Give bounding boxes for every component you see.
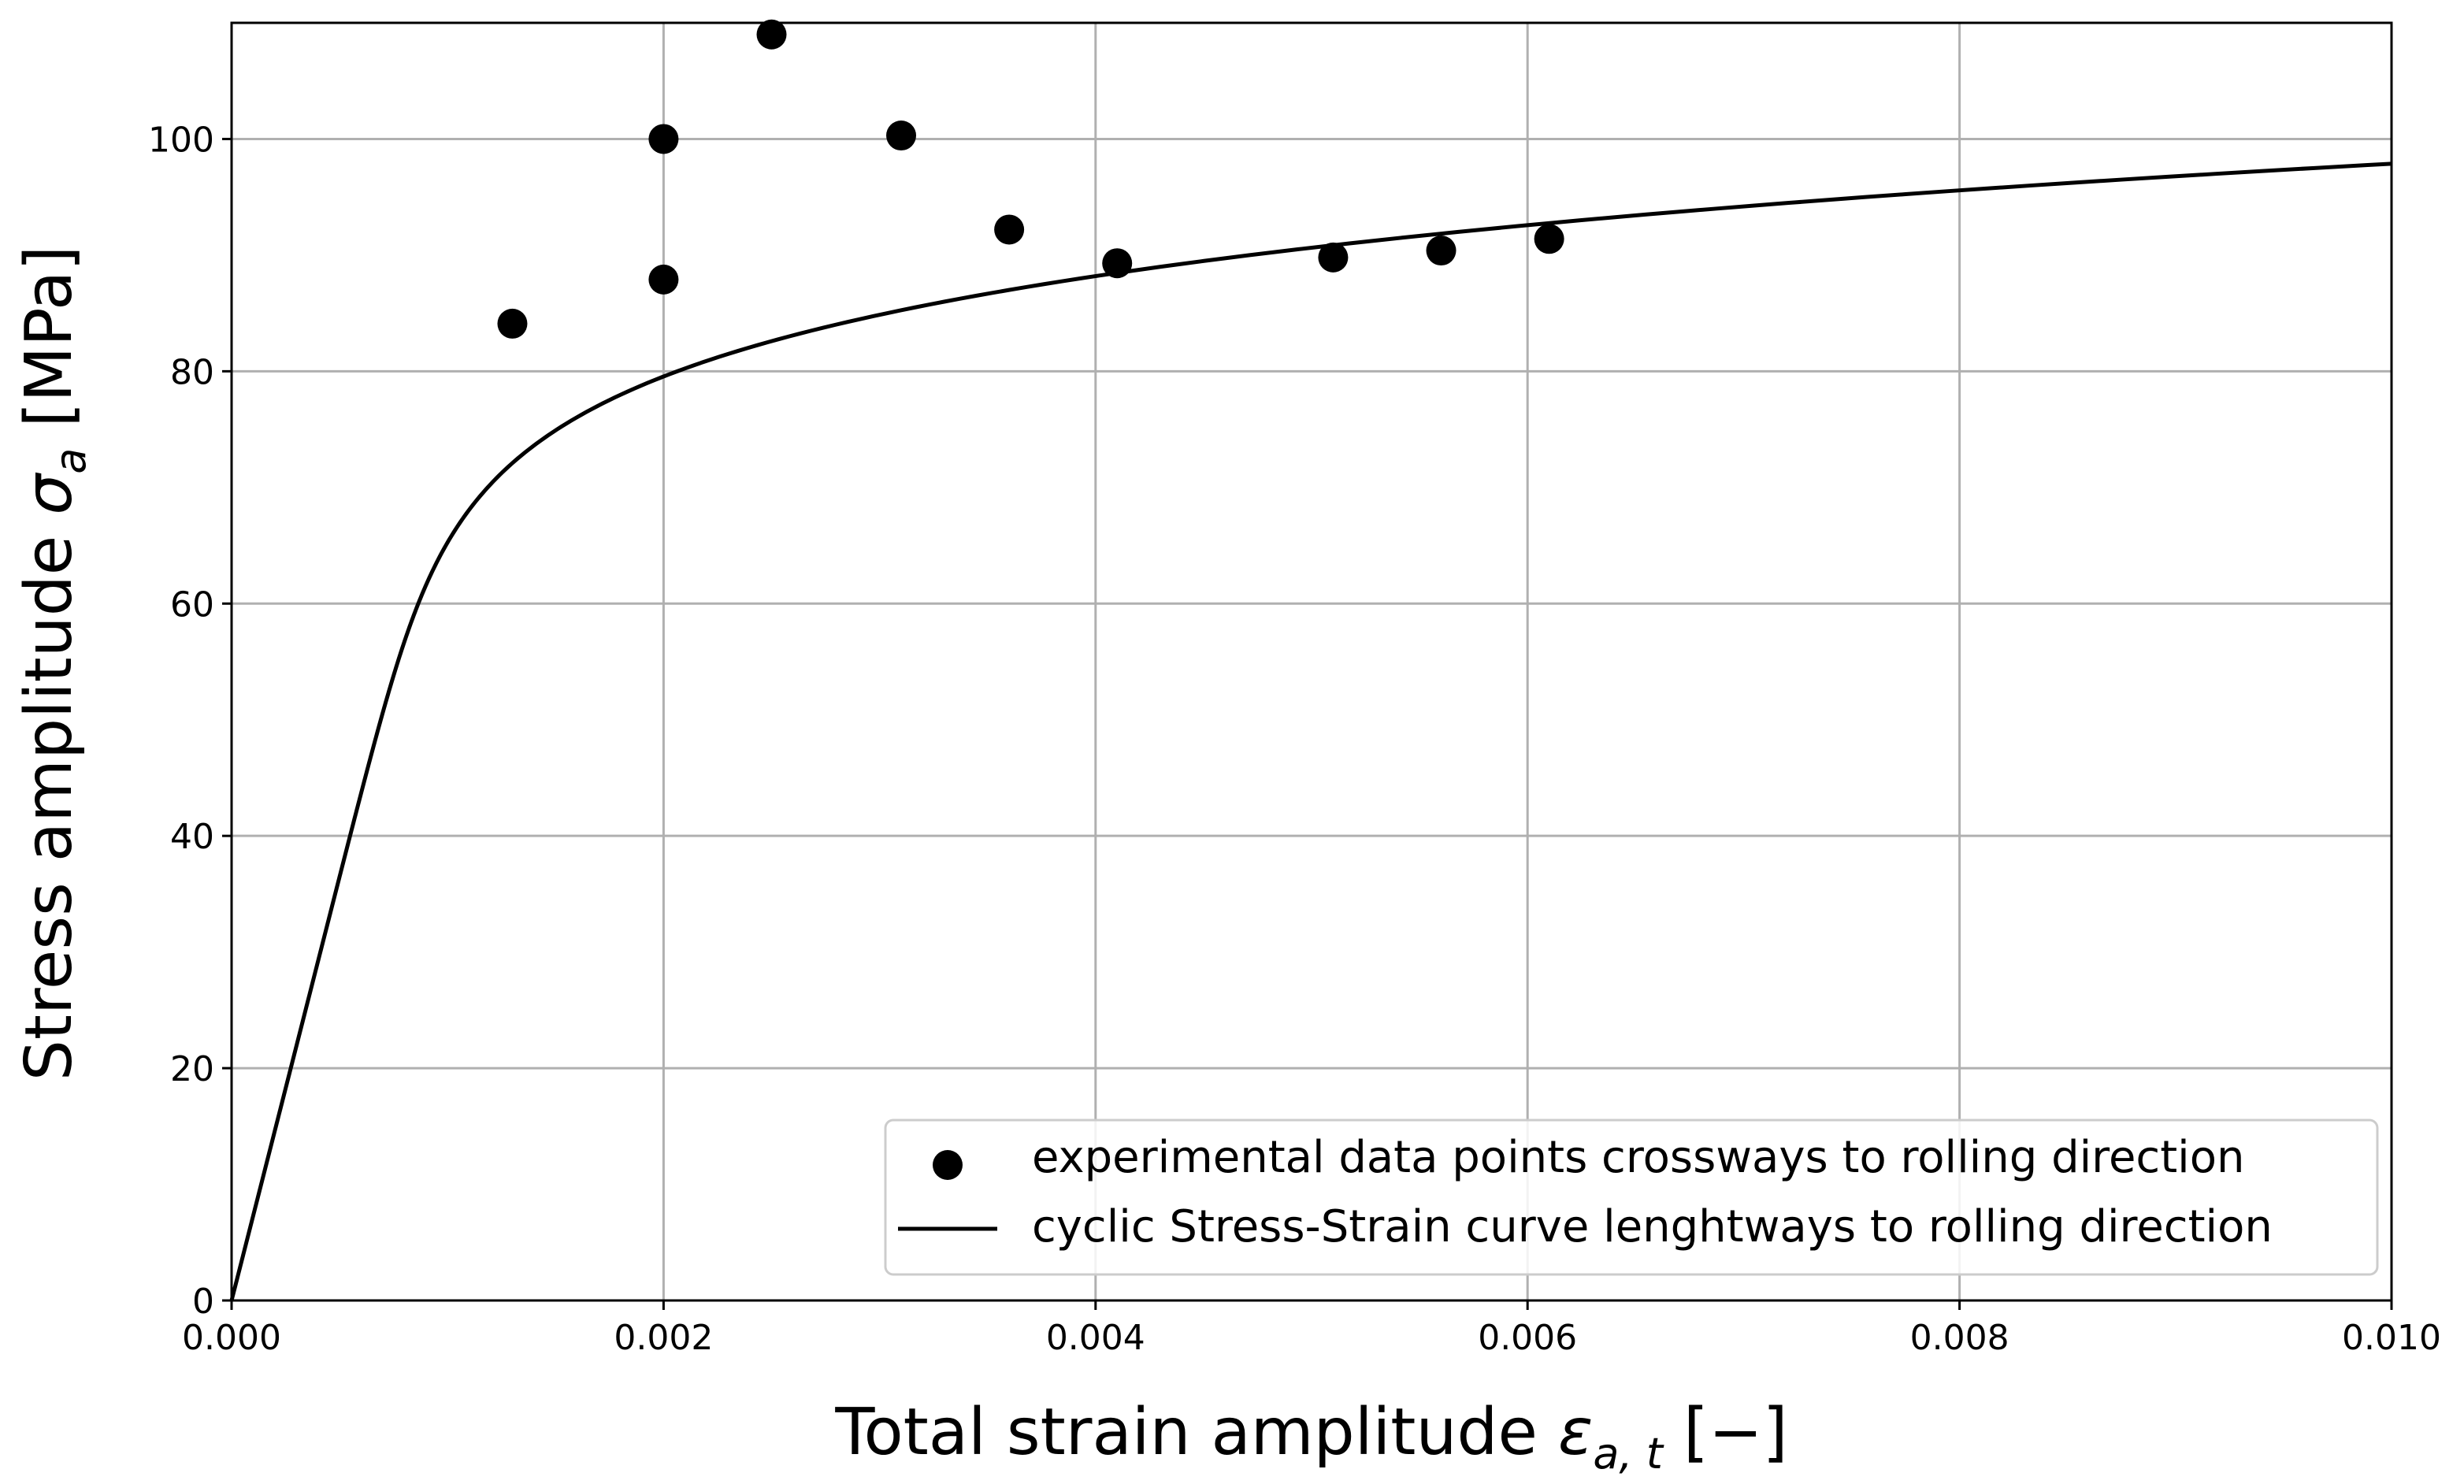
- data-point: [1426, 236, 1457, 266]
- x-axis-label: Total strain amplitude εa, t [−]: [834, 1395, 1787, 1478]
- legend: experimental data points crossways to ro…: [884, 1119, 2379, 1276]
- ticks-layer: 0.000 0.002 0.004 0.006 0.008 0.010 0 20 40 60 80 1…: [148, 120, 2441, 1358]
- y-tick-label: 0: [192, 1282, 214, 1322]
- points-layer: [497, 19, 1564, 339]
- y-tick-label: 40: [170, 817, 214, 857]
- legend-label-line: cyclic Stress-Strain curve lenghtways to…: [1032, 1201, 2273, 1252]
- data-point: [648, 124, 679, 154]
- legend-marker-scatter: [933, 1150, 963, 1180]
- x-tick-label: 0.008: [1910, 1318, 2009, 1358]
- data-point: [994, 214, 1025, 245]
- data-point: [886, 121, 917, 151]
- data-point: [1534, 224, 1564, 254]
- x-tick-label: 0.006: [1478, 1318, 1577, 1358]
- data-point: [1102, 248, 1133, 279]
- y-tick-label: 100: [148, 120, 214, 160]
- y-tick-label: 80: [170, 352, 214, 392]
- grid-layer: [230, 23, 2393, 1302]
- curve-layer: [229, 161, 2392, 1301]
- data-point: [497, 308, 528, 339]
- y-tick-label: 20: [170, 1049, 214, 1089]
- y-tick-label: 60: [170, 584, 214, 625]
- plot-frame: [230, 21, 2393, 1302]
- x-tick-label: 0.000: [182, 1318, 281, 1358]
- x-tick-label: 0.004: [1046, 1318, 1145, 1358]
- legend-box: [884, 1119, 2379, 1276]
- data-point: [756, 19, 787, 50]
- x-tick-label: 0.010: [2342, 1318, 2441, 1358]
- x-tick-label: 0.002: [614, 1318, 713, 1358]
- legend-label-scatter: experimental data points crossways to ro…: [1032, 1132, 2244, 1183]
- data-point: [1318, 242, 1349, 273]
- data-point: [648, 264, 679, 295]
- cyclic-curve-line: [229, 161, 2392, 1301]
- y-axis-label: Stress amplitude σa [MPa]: [12, 246, 95, 1081]
